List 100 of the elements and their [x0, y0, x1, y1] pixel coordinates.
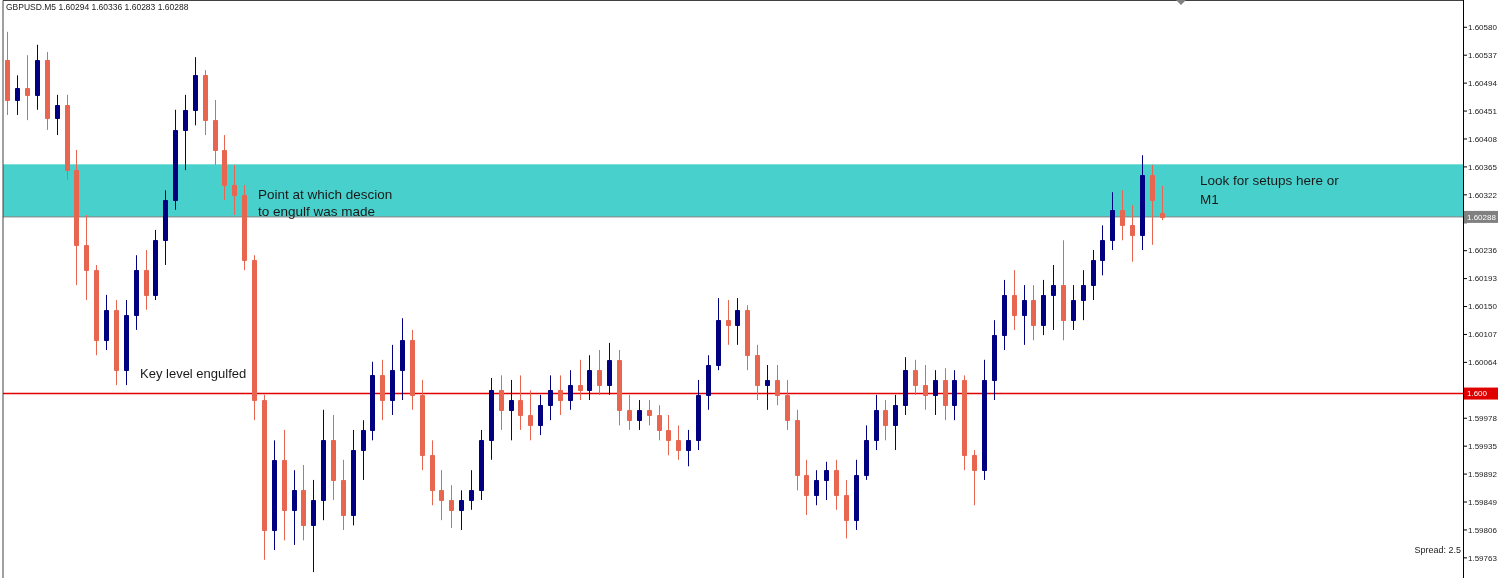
- chart-title: GBPUSD.M5 1.60294 1.60336 1.60283 1.60288: [6, 2, 189, 12]
- candlestick: [114, 299, 119, 386]
- y-tick-label: 1.59806: [1468, 525, 1498, 535]
- candlestick: [459, 489, 464, 531]
- candlestick: [5, 31, 10, 116]
- candlestick: [153, 229, 158, 301]
- candlestick: [499, 374, 504, 431]
- candlestick: [15, 74, 20, 116]
- candlestick: [558, 374, 563, 416]
- candlestick: [183, 94, 188, 171]
- candlestick: [351, 429, 356, 526]
- candlestick: [252, 254, 257, 421]
- candlestick: [262, 394, 267, 561]
- candlestick: [84, 214, 89, 301]
- candlestick: [1091, 249, 1096, 301]
- candlestick: [479, 429, 484, 501]
- candlestick: [469, 469, 474, 511]
- candlestick: [952, 369, 957, 421]
- candlestick: [913, 359, 918, 396]
- candlestick: [55, 94, 60, 136]
- candlestick: [548, 374, 553, 421]
- candlestick: [489, 377, 494, 461]
- candlestick: [420, 379, 425, 471]
- candlestick: [874, 394, 879, 451]
- candlestick: [1120, 189, 1125, 241]
- candlestick: [578, 359, 583, 401]
- annotation: Look for setups here or M1: [1200, 173, 1340, 207]
- candlestick: [35, 44, 40, 111]
- y-tick-label: 1.60537: [1468, 51, 1498, 60]
- candlestick: [410, 329, 415, 411]
- candlestick: [282, 429, 287, 541]
- candlestick: [213, 99, 218, 166]
- candlestick: [903, 356, 908, 416]
- y-tick-label: 1.60064: [1468, 358, 1498, 368]
- candlestick: [1150, 164, 1155, 246]
- y-tick-label: 1.60236: [1468, 246, 1498, 256]
- candlestick: [647, 399, 652, 426]
- candlestick: [232, 164, 237, 216]
- y-tick-label: 1.60494: [1468, 78, 1498, 88]
- candlestick: [992, 319, 997, 401]
- candlestick: [676, 424, 681, 461]
- candlestick: [943, 367, 948, 421]
- candlestick: [193, 56, 198, 126]
- candlestick: [834, 459, 839, 511]
- candlestick: [568, 369, 573, 411]
- candlestick: [686, 429, 691, 467]
- candlestick: [74, 149, 79, 286]
- candlestick: [854, 459, 859, 531]
- candlestick: [814, 469, 819, 506]
- candlestick: [518, 374, 523, 431]
- candlestick: [587, 354, 592, 401]
- candlestick: [844, 479, 849, 539]
- candlestick: [1012, 269, 1017, 331]
- candlestick: [666, 414, 671, 456]
- candlestick: [203, 69, 208, 136]
- candlestick: [449, 484, 454, 529]
- candlestick: [25, 54, 30, 121]
- candlestick: [94, 264, 99, 356]
- candlestick: [716, 297, 721, 371]
- candlestick: [1140, 154, 1145, 251]
- candlestick: [292, 469, 297, 546]
- y-tick-label: 1.60322: [1468, 190, 1498, 200]
- candlestick: [735, 297, 740, 346]
- candlestick: [528, 389, 533, 441]
- candlestick: [124, 299, 129, 386]
- candlestick: [1041, 279, 1046, 336]
- y-tick-label: 1.60451: [1468, 106, 1498, 116]
- annotation: Point at which descion to engulf was made: [258, 187, 393, 219]
- candlestick: [390, 344, 395, 416]
- candlestick: [173, 109, 178, 211]
- candlestick: [222, 134, 227, 201]
- candlestick: [380, 359, 385, 421]
- y-tick-label: 1.59849: [1468, 497, 1498, 507]
- candlestick: [706, 354, 711, 411]
- candlestick: [726, 299, 731, 346]
- y-tick-label: 1.60107: [1468, 330, 1498, 340]
- candlestick: [1081, 269, 1086, 321]
- candlestick: [765, 364, 770, 411]
- candlestick: [883, 399, 888, 441]
- candlestick: [755, 344, 760, 401]
- candlestick: [538, 394, 543, 436]
- candlestick: [972, 449, 977, 506]
- candlestick: [509, 379, 514, 441]
- candlestick: [163, 189, 168, 266]
- candlestick: [1160, 185, 1165, 221]
- candlestick: [1051, 264, 1056, 331]
- y-tick-label: 1.59892: [1468, 469, 1498, 479]
- candlestick: [301, 464, 306, 541]
- candlestick: [696, 379, 701, 451]
- candlestick: [45, 51, 50, 131]
- candlestick: [439, 469, 444, 521]
- candlestick: [272, 439, 277, 551]
- candlestick: [923, 364, 928, 411]
- candlestick: [430, 439, 435, 506]
- annotation: Spread: 2.5: [1414, 545, 1461, 555]
- candlestick: [657, 404, 662, 441]
- candlestick: [617, 349, 622, 426]
- candlestick: [627, 394, 632, 431]
- y-tick-label: 1.59978: [1468, 414, 1498, 424]
- ref-line-label: 1.600: [1467, 389, 1488, 399]
